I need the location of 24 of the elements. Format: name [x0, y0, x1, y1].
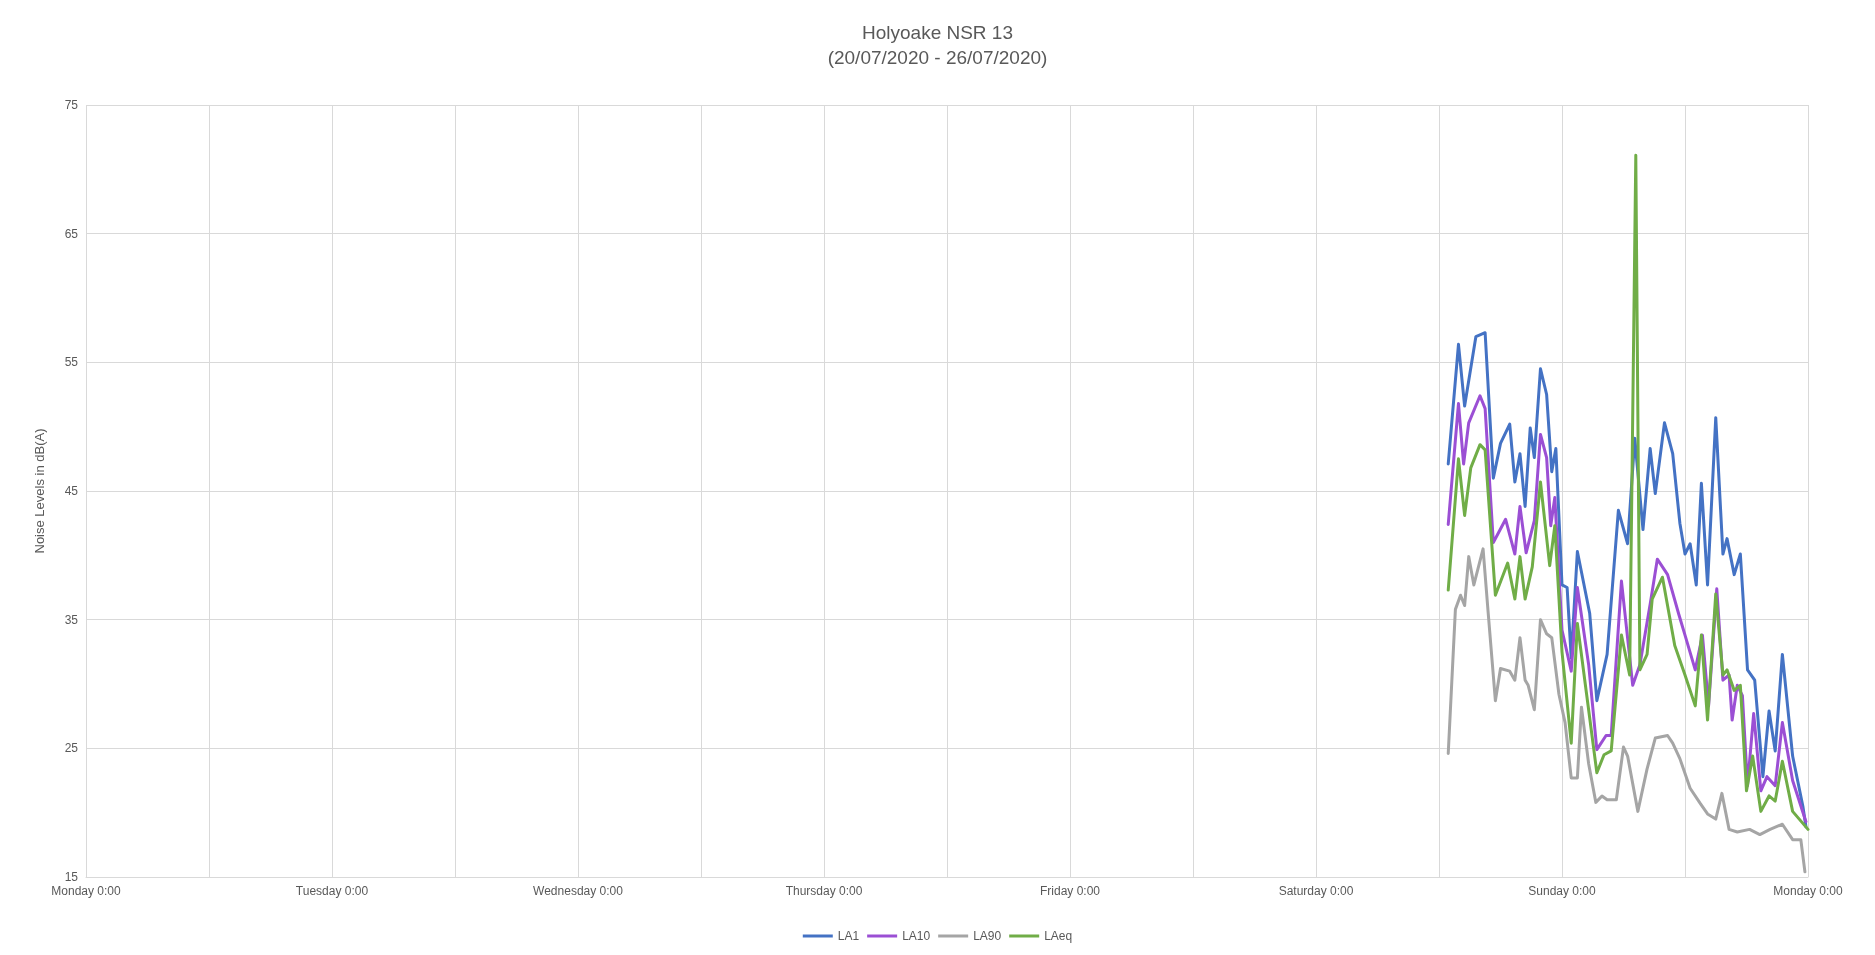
chart-subtitle: (20/07/2020 - 26/07/2020) — [827, 47, 1048, 68]
line-series — [1446, 153, 1810, 831]
y-tick-label: 35 — [64, 612, 79, 627]
legend-label: LA90 — [973, 929, 1002, 943]
y-axis-title: Noise Levels in dB(A) — [32, 428, 47, 554]
y-tick-label: 55 — [64, 355, 79, 370]
y-tick-label: 25 — [64, 741, 79, 756]
x-tick-label: Friday 0:00 — [1039, 884, 1101, 898]
x-tick-label: Thursday 0:00 — [785, 884, 863, 898]
y-tick-label: 15 — [64, 870, 79, 884]
legend-label: LAeq — [1044, 929, 1073, 943]
x-tick-label: Monday 0:00 — [51, 884, 122, 898]
x-tick-label: Tuesday 0:00 — [295, 884, 369, 898]
legend-label: LA10 — [902, 929, 931, 943]
y-tick-label: 45 — [64, 484, 79, 498]
x-tick-label: Wednesday 0:00 — [533, 884, 624, 898]
y-tick-label: 75 — [64, 98, 79, 112]
x-tick-label: Saturday 0:00 — [1278, 884, 1354, 898]
line-series — [1446, 547, 1807, 874]
legend-label: LA1 — [837, 929, 860, 943]
x-tick-label: Monday 0:00 — [1773, 884, 1844, 898]
x-tick-label: Sunday 0:00 — [1528, 884, 1597, 898]
y-tick-label: 65 — [64, 226, 79, 241]
chart-title: Holyoake NSR 13 — [861, 22, 1014, 43]
